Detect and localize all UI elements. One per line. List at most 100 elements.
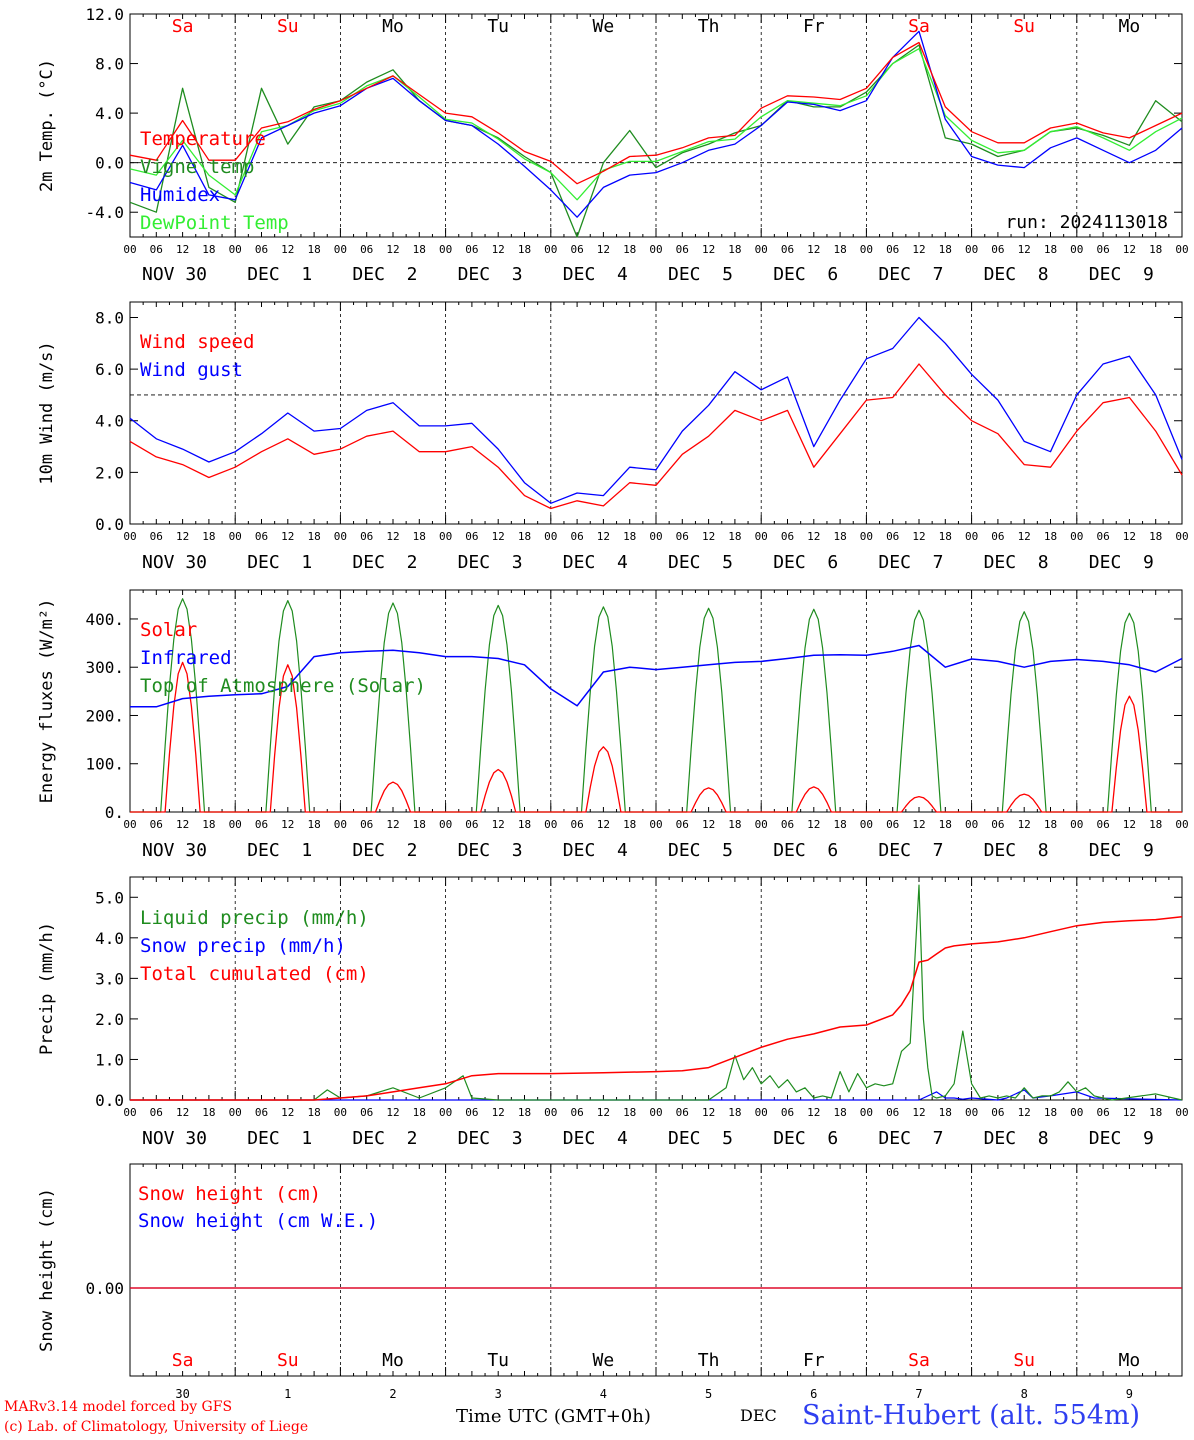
hour-tick-label: 12 bbox=[492, 243, 505, 256]
weekday-label: Mo bbox=[1119, 16, 1141, 37]
hour-tick-label: 12 bbox=[807, 818, 820, 831]
legend-entry: Snow precip (mm/h) bbox=[140, 935, 346, 957]
hour-tick-label: 00 bbox=[439, 243, 452, 256]
y-tick-label: 5.0 bbox=[95, 888, 124, 907]
hour-tick-label: 06 bbox=[1096, 1106, 1109, 1119]
hour-tick-label: 00 bbox=[860, 1106, 873, 1119]
date-label: DEC 9 bbox=[1089, 840, 1154, 861]
legend-entry: Total cumulated (cm) bbox=[140, 963, 369, 985]
legend-entry: Liquid precip (mm/h) bbox=[140, 907, 369, 929]
weekday-label: Sa bbox=[908, 1350, 930, 1371]
date-label: DEC 4 bbox=[563, 1128, 628, 1149]
series-line-liquid-precip-mm-h- bbox=[130, 884, 1183, 1101]
date-label: DEC 2 bbox=[352, 264, 417, 285]
y-tick-label: 400. bbox=[85, 610, 124, 629]
date-label: DEC 5 bbox=[668, 1128, 733, 1149]
date-label: NOV 30 bbox=[142, 264, 207, 285]
date-label: DEC 6 bbox=[773, 264, 838, 285]
hour-tick-label: 06 bbox=[570, 818, 583, 831]
y-tick-label: 3.0 bbox=[95, 969, 124, 988]
hour-tick-label: 00 bbox=[439, 818, 452, 831]
hour-tick-label: 06 bbox=[676, 530, 689, 543]
month-label: DEC bbox=[740, 1406, 777, 1425]
hour-tick-label: 06 bbox=[465, 243, 478, 256]
date-label: NOV 30 bbox=[142, 552, 207, 573]
hour-tick-label: 00 bbox=[544, 243, 557, 256]
y-tick-label: 0.00 bbox=[85, 1279, 124, 1298]
hour-tick-label: 12 bbox=[597, 1106, 610, 1119]
hour-tick-label: 18 bbox=[518, 818, 531, 831]
series-line-humidex bbox=[129, 30, 1183, 218]
series-line-infrared bbox=[130, 644, 1183, 708]
hour-tick-label: 12 bbox=[386, 1106, 399, 1119]
hour-tick-label: 00 bbox=[439, 1106, 452, 1119]
hour-tick-label: 18 bbox=[518, 243, 531, 256]
hour-tick-label: 12 bbox=[702, 243, 715, 256]
y-tick-label: 2.0 bbox=[95, 463, 124, 482]
hour-tick-label: 00 bbox=[965, 818, 978, 831]
date-label: DEC 3 bbox=[458, 552, 523, 573]
hour-tick-label: 12 bbox=[1018, 243, 1031, 256]
hour-tick-label: 00 bbox=[334, 818, 347, 831]
hour-tick-label: 00 bbox=[229, 530, 242, 543]
hour-tick-label: 18 bbox=[518, 530, 531, 543]
date-label: DEC 8 bbox=[984, 264, 1049, 285]
date-label: DEC 9 bbox=[1089, 1128, 1154, 1149]
date-label: DEC 2 bbox=[352, 840, 417, 861]
y-axis-label: Energy fluxes (W/m²) bbox=[37, 599, 57, 804]
day-number-label: 4 bbox=[600, 1387, 607, 1401]
hour-tick-label: 18 bbox=[413, 243, 426, 256]
hour-tick-label: 12 bbox=[386, 530, 399, 543]
date-label: DEC 7 bbox=[878, 840, 943, 861]
hour-tick-label: 00 bbox=[1175, 530, 1188, 543]
hour-tick-label: 06 bbox=[570, 1106, 583, 1119]
hour-tick-label: 06 bbox=[360, 243, 373, 256]
hour-tick-label: 12 bbox=[807, 530, 820, 543]
hour-tick-label: 18 bbox=[202, 1106, 215, 1119]
hour-tick-label: 06 bbox=[465, 530, 478, 543]
y-tick-label: 0.0 bbox=[95, 515, 124, 534]
date-label: DEC 1 bbox=[247, 552, 312, 573]
hour-tick-label: 00 bbox=[544, 818, 557, 831]
weekday-label: Fr bbox=[803, 1350, 825, 1371]
legend-entry: DewPoint Temp bbox=[140, 212, 289, 234]
panel-2: 00 06 12 18 00 06 12 18 00 06 12 18 00 06 12 18 00 06 12 18… bbox=[37, 301, 1189, 573]
hour-tick-label: 06 bbox=[255, 243, 268, 256]
day-number-label: 7 bbox=[915, 1387, 922, 1401]
legend-entry: Solar bbox=[140, 619, 197, 641]
hour-tick-label: 18 bbox=[939, 243, 952, 256]
hour-tick-label: 00 bbox=[755, 530, 768, 543]
panel-5: Snow height (cm) 0.00 Snow height (cm) Snow… bbox=[37, 1163, 1183, 1401]
date-label: DEC 9 bbox=[1089, 552, 1154, 573]
weekday-label: Tu bbox=[487, 16, 509, 37]
hour-tick-label: 12 bbox=[281, 818, 294, 831]
hour-tick-label: 06 bbox=[150, 818, 163, 831]
hour-tick-label: 06 bbox=[991, 818, 1004, 831]
hour-tick-label: 12 bbox=[492, 818, 505, 831]
hour-tick-label: 12 bbox=[912, 818, 925, 831]
hour-tick-label: 18 bbox=[623, 818, 636, 831]
weekday-label: Su bbox=[277, 16, 299, 37]
date-label: DEC 5 bbox=[668, 264, 733, 285]
hour-tick-label: 12 bbox=[492, 1106, 505, 1119]
hour-tick-label: 18 bbox=[728, 1106, 741, 1119]
date-label: DEC 1 bbox=[247, 264, 312, 285]
date-label: DEC 4 bbox=[563, 840, 628, 861]
hour-tick-label: 18 bbox=[307, 818, 320, 831]
y-tick-label: 1.0 bbox=[95, 1050, 124, 1069]
date-label: DEC 8 bbox=[984, 840, 1049, 861]
hour-tick-label: 12 bbox=[1123, 1106, 1136, 1119]
hour-tick-label: 18 bbox=[623, 1106, 636, 1119]
hour-tick-label: 06 bbox=[1096, 530, 1109, 543]
hour-tick-label: 18 bbox=[518, 1106, 531, 1119]
hour-tick-label: 18 bbox=[202, 818, 215, 831]
hour-tick-label: 12 bbox=[176, 243, 189, 256]
hour-tick-label: 06 bbox=[781, 243, 794, 256]
hour-tick-label: 18 bbox=[1149, 530, 1162, 543]
weekday-label: Tu bbox=[487, 1350, 509, 1371]
hour-tick-label: 00 bbox=[755, 243, 768, 256]
hour-tick-label: 00 bbox=[229, 243, 242, 256]
hour-tick-label: 18 bbox=[623, 243, 636, 256]
hour-tick-label: 00 bbox=[860, 243, 873, 256]
weekday-label: We bbox=[593, 16, 615, 37]
